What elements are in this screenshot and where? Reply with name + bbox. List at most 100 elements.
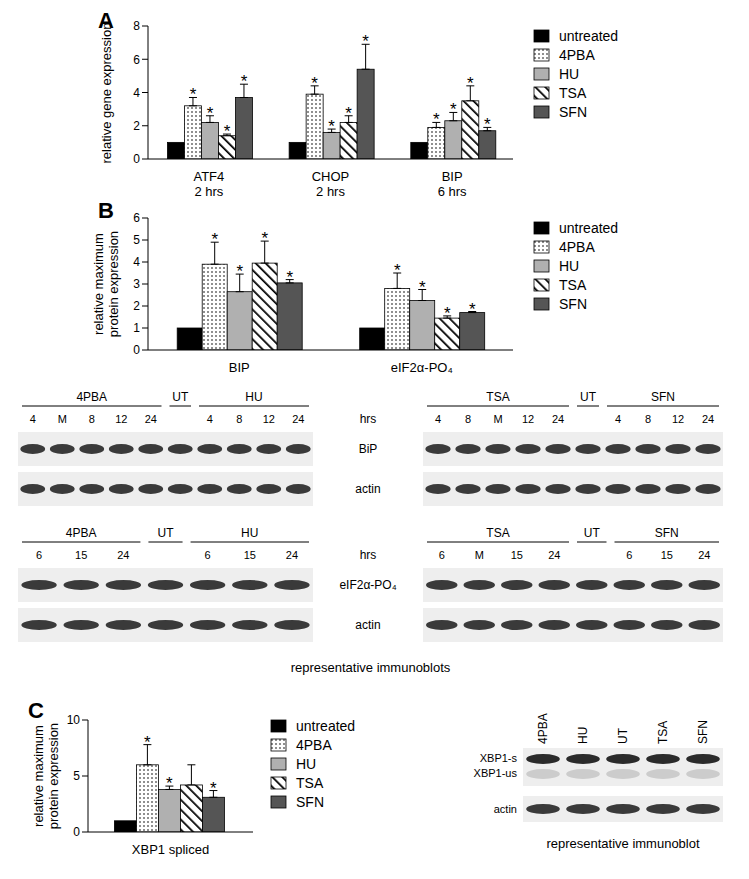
svg-text:4: 4 [615, 413, 621, 425]
svg-text:SFN: SFN [651, 390, 675, 404]
svg-text:eIF2α-PO₄: eIF2α-PO₄ [391, 360, 453, 375]
svg-text:SFN: SFN [655, 526, 679, 540]
svg-text:12: 12 [263, 413, 275, 425]
svg-text:BIP: BIP [229, 360, 250, 375]
svg-text:15: 15 [75, 549, 87, 561]
svg-text:*: * [345, 104, 352, 123]
svg-text:4: 4 [133, 86, 140, 100]
svg-text:HU: HU [576, 727, 590, 744]
svg-text:24: 24 [552, 413, 564, 425]
svg-text:6: 6 [36, 549, 42, 561]
svg-text:6: 6 [133, 211, 140, 225]
svg-text:*: * [484, 115, 491, 134]
svg-text:6: 6 [205, 549, 211, 561]
svg-text:10: 10 [67, 713, 81, 727]
svg-text:8: 8 [645, 413, 651, 425]
svg-text:24: 24 [286, 549, 298, 561]
svg-text:hrs: hrs [360, 548, 377, 562]
svg-text:hrs: hrs [360, 412, 377, 426]
svg-text:CHOP2 hrs: CHOP2 hrs [312, 169, 350, 199]
svg-text:24: 24 [292, 413, 304, 425]
svg-text:*: * [286, 268, 293, 287]
svg-text:2: 2 [133, 299, 140, 313]
html-text:HU: HU [559, 257, 580, 274]
html-text:TSA: TSA [559, 84, 587, 101]
svg-text:6: 6 [626, 549, 632, 561]
html-text:relative maximum protein expre: relative maximum protein expression [31, 722, 61, 830]
svg-text:UT: UT [172, 390, 189, 404]
svg-text:M: M [493, 413, 502, 425]
svg-text:24: 24 [698, 549, 710, 561]
svg-text:XBP1-us: XBP1-us [474, 767, 518, 779]
svg-text:TSA: TSA [486, 526, 509, 540]
svg-text:*: * [210, 779, 217, 798]
svg-text:actin: actin [494, 803, 517, 815]
svg-text:BiP: BiP [359, 442, 378, 456]
svg-text:15: 15 [244, 549, 256, 561]
svg-text:5: 5 [133, 233, 140, 247]
svg-text:4: 4 [30, 413, 36, 425]
svg-text:UT: UT [158, 526, 175, 540]
svg-text:2: 2 [133, 119, 140, 133]
svg-text:actin: actin [355, 618, 380, 632]
html-text:HU: HU [559, 65, 580, 82]
html-text:SFN: SFN [559, 103, 587, 120]
svg-text:TSA: TSA [486, 390, 509, 404]
svg-text:*: * [328, 117, 335, 136]
svg-text:12: 12 [522, 413, 534, 425]
svg-text:24: 24 [548, 549, 560, 561]
svg-text:4PBA: 4PBA [536, 713, 550, 744]
html-text:4PBA: 4PBA [559, 46, 595, 63]
svg-text:BIP6 hrs: BIP6 hrs [438, 169, 467, 199]
svg-text:HU: HU [245, 390, 262, 404]
svg-text:SFN: SFN [696, 720, 710, 744]
svg-text:12: 12 [672, 413, 684, 425]
svg-text:0: 0 [133, 152, 140, 166]
svg-text:8: 8 [236, 413, 242, 425]
svg-text:5: 5 [73, 769, 80, 783]
html-text:relative maximum protein expre: relative maximum protein expression [91, 230, 121, 338]
svg-text:ATF42 hrs: ATF42 hrs [193, 169, 224, 199]
svg-text:*: * [166, 774, 173, 793]
svg-text:4PBA: 4PBA [66, 526, 97, 540]
svg-text:0: 0 [133, 343, 140, 357]
svg-text:XBP1-s: XBP1-s [480, 752, 518, 764]
svg-text:15: 15 [661, 549, 673, 561]
svg-text:*: * [433, 110, 440, 129]
svg-text:12: 12 [115, 413, 127, 425]
svg-text:M: M [475, 549, 484, 561]
html-text:4PBA: 4PBA [559, 238, 595, 255]
svg-text:XBP1 spliced: XBP1 spliced [132, 842, 209, 857]
svg-text:3: 3 [133, 277, 140, 291]
svg-text:24: 24 [117, 549, 129, 561]
svg-text:representative immunoblot: representative immunoblot [546, 836, 700, 851]
svg-text:24: 24 [702, 413, 714, 425]
svg-text:*: * [469, 300, 476, 319]
svg-text:eIF2α-PO₄: eIF2α-PO₄ [339, 578, 396, 592]
html-text:untreated: untreated [559, 219, 619, 236]
svg-text:actin: actin [355, 482, 380, 496]
svg-text:M: M [58, 413, 67, 425]
svg-text:0: 0 [73, 825, 80, 839]
svg-text:4: 4 [207, 413, 213, 425]
svg-text:*: * [444, 304, 451, 323]
svg-text:8: 8 [465, 413, 471, 425]
svg-text:8: 8 [89, 413, 95, 425]
svg-text:24: 24 [145, 413, 157, 425]
svg-text:HU: HU [241, 526, 258, 540]
svg-text:TSA: TSA [656, 721, 670, 744]
svg-text:*: * [224, 122, 231, 141]
svg-text:8: 8 [133, 19, 140, 33]
svg-text:4: 4 [435, 413, 441, 425]
svg-text:15: 15 [511, 549, 523, 561]
html-text:untreated: untreated [559, 27, 619, 44]
svg-text:1: 1 [133, 321, 140, 335]
svg-text:*: * [207, 104, 214, 123]
svg-text:UT: UT [616, 727, 630, 744]
svg-text:UT: UT [580, 390, 597, 404]
svg-text:4: 4 [133, 255, 140, 269]
svg-text:UT: UT [584, 526, 601, 540]
svg-text:4PBA: 4PBA [76, 390, 107, 404]
svg-text:6: 6 [439, 549, 445, 561]
svg-text:6: 6 [133, 53, 140, 67]
